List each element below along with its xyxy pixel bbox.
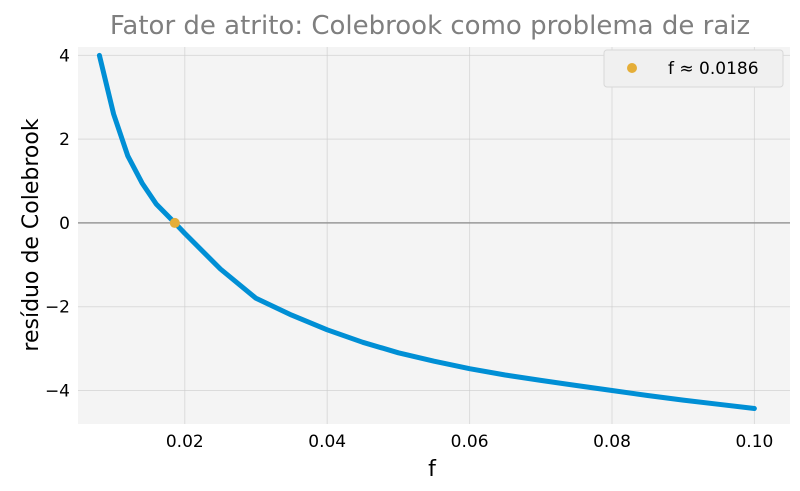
legend-box [603,49,784,88]
series-line-colebrook-residual [96,52,757,411]
x-tick-label: 0.04 [308,432,346,452]
y-tick-label: −2 [45,298,70,318]
y-tick-label: 4 [59,46,70,66]
legend: f ≈ 0.0186 [603,49,784,88]
legend-marker [627,63,637,73]
x-tick-label: 0.02 [166,432,204,452]
x-axis-label: f [428,457,437,482]
x-tick-label: 0.10 [735,432,773,452]
y-tick-label: 2 [59,130,70,150]
y-axis-label: resíduo de Colebrook [19,118,44,351]
y-tick-label: 0 [59,214,70,234]
chart-title: Fator de atrito: Colebrook como problema… [110,11,750,41]
y-ticks: 4 2 0 −2 −4 [45,46,70,401]
root-point [169,217,180,228]
legend-label: f ≈ 0.0186 [668,59,759,79]
x-tick-label: 0.06 [451,432,489,452]
y-tick-label: −4 [45,381,70,401]
x-tick-label: 0.08 [593,432,631,452]
x-ticks: 0.02 0.04 0.06 0.08 0.10 [166,432,773,452]
